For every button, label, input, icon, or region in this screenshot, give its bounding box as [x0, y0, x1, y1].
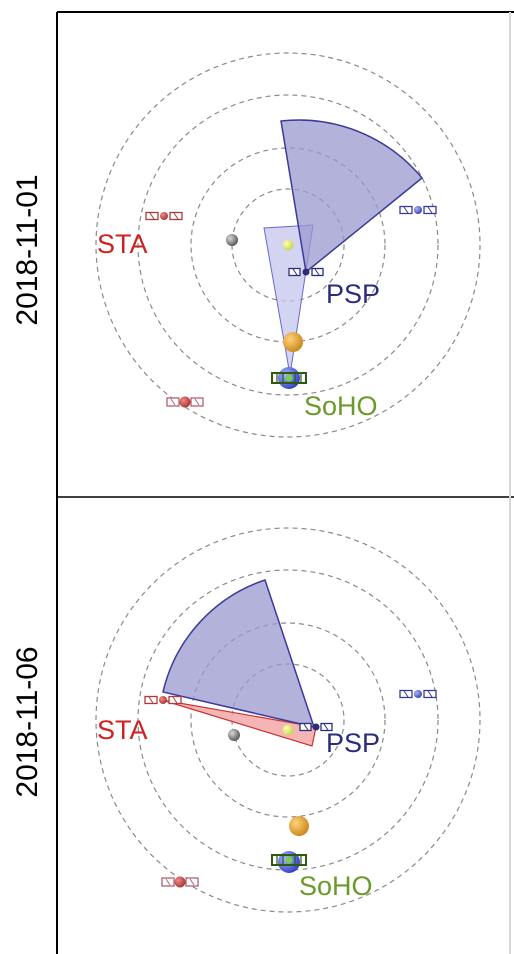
sun-icon [282, 724, 294, 736]
orbit-outer [95, 527, 481, 913]
orbit-venus [190, 147, 386, 343]
stb-spacecraft-icon [166, 396, 204, 408]
orbit-outer [95, 52, 481, 438]
panel-frames [56, 11, 514, 954]
sta-label: STA [97, 715, 148, 745]
blue-spacecraft-icon [399, 205, 437, 215]
panel-2: STA PSP SoHO [95, 527, 481, 913]
soho-spacecraft-icon [271, 372, 307, 384]
orbit-venus [190, 622, 386, 818]
orbit-earth [137, 94, 439, 396]
sta-spacecraft-icon [144, 695, 182, 705]
fov-narrow-wedge [263, 224, 314, 376]
stb-spacecraft-icon [161, 876, 199, 888]
soho-spacecraft-icon [271, 854, 307, 866]
mercury-icon [226, 234, 238, 246]
sta-label: STA [97, 229, 148, 259]
fov-psp-wedge [162, 579, 316, 729]
psp-spacecraft-icon [288, 267, 324, 277]
psp-label: PSP [326, 728, 380, 758]
psp-spacecraft-icon [299, 722, 333, 732]
soho-label: SoHO [299, 871, 373, 901]
panel-1: STA PSP SoHO [95, 52, 481, 438]
mercury-icon [228, 729, 240, 741]
sta-spacecraft-icon [145, 211, 183, 221]
fov-psp-wedge [280, 119, 424, 274]
soho-label: SoHO [304, 391, 378, 421]
fov-sta-wedge [161, 699, 317, 747]
blue-spacecraft-icon [399, 689, 437, 699]
psp-label: PSP [326, 279, 380, 309]
sun-icon [282, 239, 294, 251]
venus-icon [283, 332, 303, 352]
venus-icon [289, 816, 309, 836]
